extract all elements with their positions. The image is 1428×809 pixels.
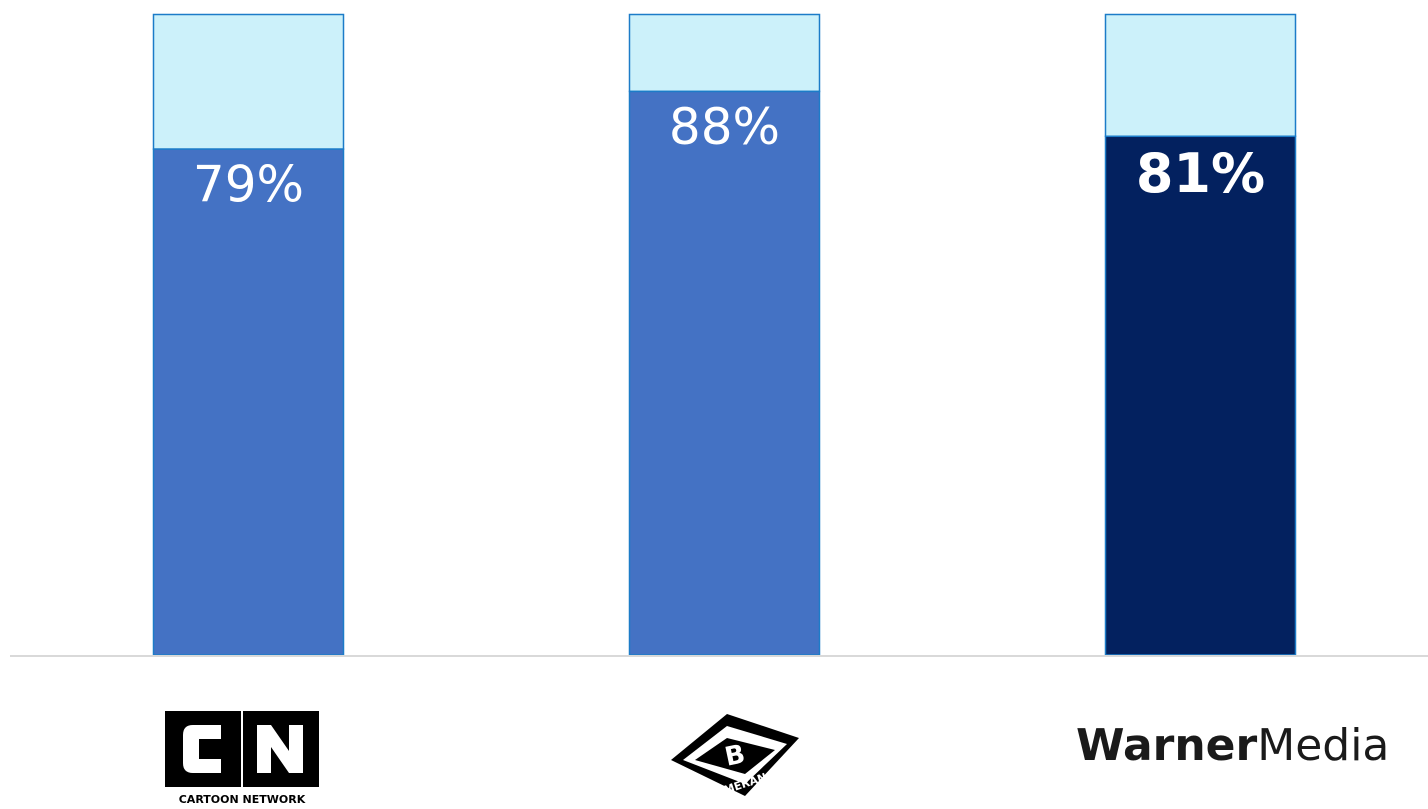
data-label: 88% bbox=[669, 98, 780, 156]
warnermedia-logo-bold: Warner bbox=[1076, 720, 1258, 771]
bar-value bbox=[1104, 135, 1297, 656]
bar-value bbox=[628, 90, 821, 656]
bar-remainder bbox=[1104, 13, 1297, 138]
warnermedia-logo: WarnerMedia bbox=[1076, 716, 1389, 776]
data-label: 81% bbox=[1136, 142, 1265, 205]
bar-remainder bbox=[152, 13, 345, 150]
bars bbox=[152, 13, 1297, 656]
bar-value bbox=[152, 148, 345, 656]
data-label: 79% bbox=[193, 156, 304, 214]
cartoon-network-logo: CARTOON NETWORK bbox=[165, 711, 319, 806]
warnermedia-logo-light: Media bbox=[1257, 720, 1390, 771]
data-labels: 79% 88% 81% bbox=[193, 98, 1265, 214]
boomerang-logo: B BOOMERANG bbox=[671, 714, 799, 804]
cartoon-network-wordmark: CARTOON NETWORK bbox=[179, 793, 306, 806]
bar-remainder bbox=[628, 13, 821, 93]
